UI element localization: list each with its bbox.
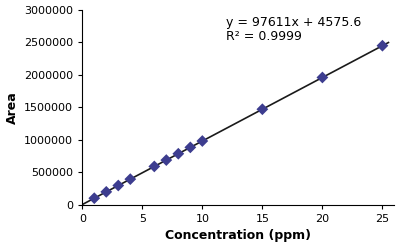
Text: R² = 0.9999: R² = 0.9999 [226, 31, 302, 43]
Point [187, 145, 194, 149]
Point [319, 75, 326, 79]
Point [127, 177, 134, 181]
Point [91, 196, 98, 200]
Point [259, 107, 266, 111]
Y-axis label: Area: Area [6, 91, 18, 124]
Point [115, 184, 122, 187]
X-axis label: Concentration (ppm): Concentration (ppm) [165, 229, 311, 243]
Point [103, 190, 110, 194]
Point [199, 139, 206, 143]
Point [163, 158, 170, 162]
Point [151, 164, 158, 168]
Text: y = 97611x + 4575.6: y = 97611x + 4575.6 [226, 16, 362, 29]
Point [175, 152, 182, 156]
Point [379, 44, 386, 48]
